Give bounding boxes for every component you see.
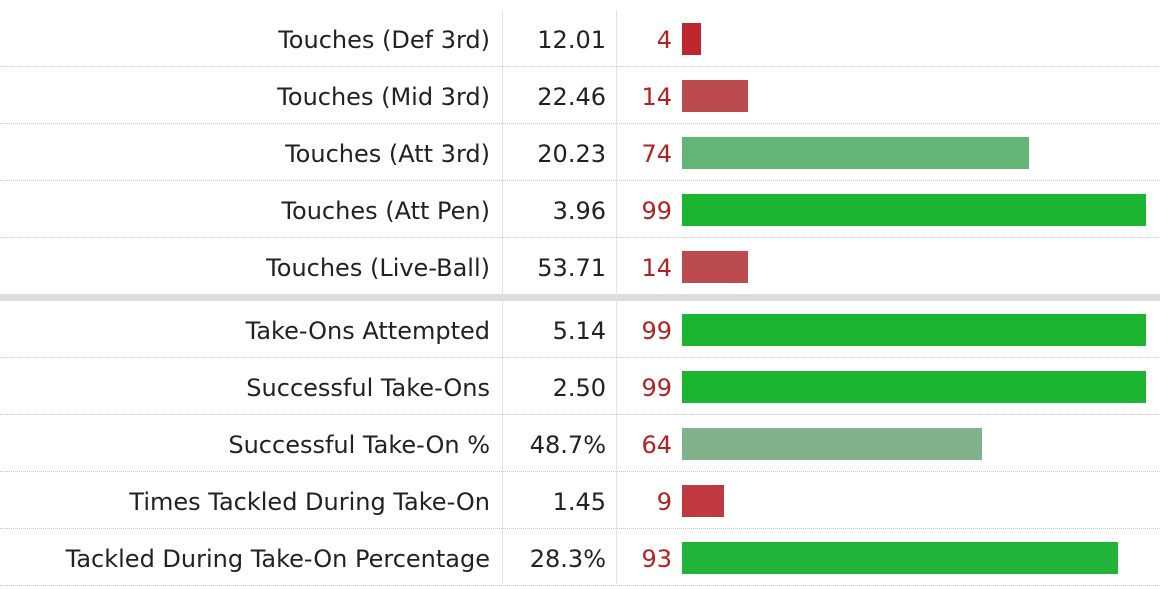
table-row: Touches (Att Pen) 3.96 99 [0,181,1160,238]
stat-label: Touches (Mid 3rd) [277,83,490,111]
stat-label: Take-Ons Attempted [245,317,490,345]
table-row: Touches (Mid 3rd) 22.46 14 [0,67,1160,124]
stat-value: 12.01 [537,26,606,54]
percentile-bar [682,314,1146,346]
stat-value: 1.45 [552,488,606,516]
percentile-label: 99 [641,317,672,345]
percentile-bar [682,137,1029,169]
stat-label: Tackled During Take-On Percentage [65,545,490,573]
table-row: Tackled During Take-On Percentage 28.3% 93 [0,529,1160,586]
percentile-label: 99 [641,374,672,402]
percentile-bar [682,251,748,283]
percentile-label: 99 [641,197,672,225]
stat-label: Touches (Def 3rd) [278,26,490,54]
percentile-label: 74 [641,140,672,168]
stat-value: 5.14 [552,317,606,345]
percentile-bar [682,542,1118,574]
column-divider [502,10,503,584]
table-row: Successful Take-Ons 2.50 99 [0,358,1160,415]
table-row: Successful Take-On % 48.7% 64 [0,415,1160,472]
percentile-bar [682,428,982,460]
stat-value: 22.46 [537,83,606,111]
percentile-label: 14 [641,83,672,111]
stat-label: Times Tackled During Take-On [129,488,490,516]
table-row: Touches (Att 3rd) 20.23 74 [0,124,1160,181]
stat-label: Successful Take-Ons [246,374,490,402]
column-divider [616,10,617,584]
percentile-bar [682,485,724,517]
stat-value: 2.50 [552,374,606,402]
table-row: Touches (Def 3rd) 12.01 4 [0,10,1160,67]
percentile-label: 9 [656,488,672,516]
percentile-label: 14 [641,254,672,282]
percentile-bar [682,23,701,55]
stat-label: Touches (Att 3rd) [285,140,490,168]
table-row: Take-Ons Attempted 5.14 99 [0,301,1160,358]
stats-chart: Touches (Def 3rd) 12.01 4 Touches (Mid 3rd)… [0,10,1160,586]
stat-value: 20.23 [537,140,606,168]
stat-label: Touches (Att Pen) [281,197,490,225]
percentile-label: 4 [656,26,672,54]
table-row: Times Tackled During Take-On 1.45 9 [0,472,1160,529]
percentile-bar [682,80,748,112]
stat-value: 28.3% [529,545,606,573]
stat-value: 3.96 [552,197,606,225]
percentile-label: 64 [641,431,672,459]
stat-label: Successful Take-On % [228,431,490,459]
table-row: Touches (Live-Ball) 53.71 14 [0,238,1160,301]
stat-label: Touches (Live-Ball) [266,254,490,282]
percentile-label: 93 [641,545,672,573]
stat-value: 48.7% [529,431,606,459]
percentile-bar [682,194,1146,226]
percentile-bar [682,371,1146,403]
stat-value: 53.71 [537,254,606,282]
